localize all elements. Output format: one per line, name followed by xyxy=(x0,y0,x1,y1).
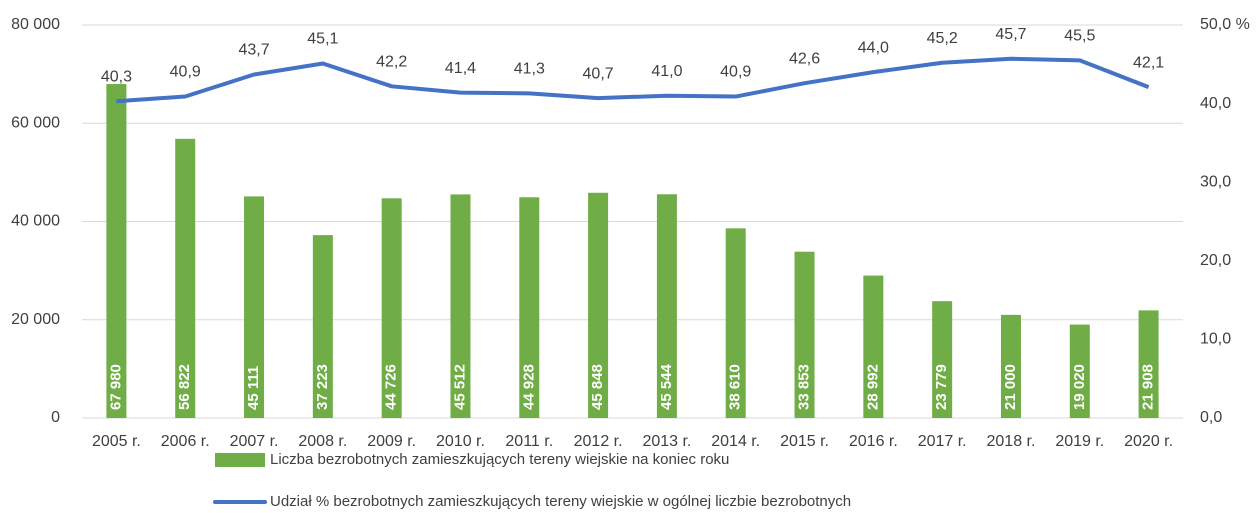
bar-value-label: 56 822 xyxy=(176,364,193,410)
bar xyxy=(588,192,609,418)
line-value-label: 40,7 xyxy=(583,65,614,82)
x-tick-label: 2009 r. xyxy=(367,433,416,450)
x-tick-label: 2006 r. xyxy=(161,433,210,450)
x-tick-label: 2011 r. xyxy=(505,433,553,450)
line-value-label: 41,4 xyxy=(445,60,476,77)
y2-tick-label: 40,0 xyxy=(1200,95,1231,112)
x-tick-label: 2010 r. xyxy=(436,433,485,450)
line-value-label: 40,9 xyxy=(720,64,751,81)
bar-value-label: 45 848 xyxy=(589,364,606,410)
line-value-label: 42,6 xyxy=(789,50,820,67)
y2-tick-label: 0,0 xyxy=(1200,409,1222,426)
bar xyxy=(932,301,953,418)
line-value-label: 44,0 xyxy=(858,39,889,56)
bar-value-label: 28 992 xyxy=(864,364,881,410)
x-tick-label: 2012 r. xyxy=(574,433,623,450)
line-value-label: 40,9 xyxy=(170,64,201,81)
x-tick-label: 2013 r. xyxy=(642,433,691,450)
bar-value-label: 23 779 xyxy=(933,364,950,410)
y2-tick-label: 30,0 xyxy=(1200,173,1231,190)
bar-value-label: 45 544 xyxy=(658,363,675,410)
bar xyxy=(244,196,265,418)
x-tick-label: 2019 r. xyxy=(1055,433,1104,450)
x-tick-label: 2007 r. xyxy=(230,433,279,450)
x-tick-label: 2008 r. xyxy=(298,433,347,450)
x-tick-label: 2014 r. xyxy=(711,433,760,450)
y-tick-label: 60 000 xyxy=(11,114,60,131)
legend-swatch xyxy=(215,453,265,467)
line-value-label: 41,0 xyxy=(651,63,682,80)
x-tick-label: 2017 r. xyxy=(918,433,967,450)
line-value-label: 43,7 xyxy=(238,42,269,59)
x-tick-label: 2020 r. xyxy=(1124,433,1173,450)
bar xyxy=(381,198,402,418)
bar xyxy=(519,197,540,418)
y2-tick-label: 10,0 xyxy=(1200,331,1231,348)
x-tick-label: 2018 r. xyxy=(987,433,1036,450)
y-tick-label: 40 000 xyxy=(11,213,60,230)
line-value-label: 45,7 xyxy=(995,26,1026,43)
bar xyxy=(312,235,333,418)
line-value-label: 42,1 xyxy=(1133,54,1164,71)
bar xyxy=(863,275,884,418)
bar-value-label: 19 020 xyxy=(1071,364,1088,410)
line-value-label: 42,2 xyxy=(376,54,407,71)
x-tick-label: 2005 r. xyxy=(92,433,141,450)
line-value-label: 40,3 xyxy=(101,68,132,85)
bar-value-label: 67 980 xyxy=(107,364,124,410)
bar-value-label: 44 726 xyxy=(383,364,400,410)
legend-label: Liczba bezrobotnych zamieszkujących tere… xyxy=(270,451,729,468)
bar-value-label: 21 908 xyxy=(1140,364,1157,410)
y2-tick-label: 50,0 % xyxy=(1200,16,1250,33)
legend-label: Udział % bezrobotnych zamieszkujących te… xyxy=(270,493,851,510)
bar xyxy=(1000,314,1021,418)
y-tick-label: 80 000 xyxy=(11,16,60,33)
bar xyxy=(175,138,196,418)
bar xyxy=(656,194,677,418)
y2-tick-label: 20,0 xyxy=(1200,252,1231,269)
line-value-label: 45,2 xyxy=(927,30,958,47)
bar xyxy=(725,228,746,418)
line-value-label: 45,5 xyxy=(1064,28,1095,45)
y-tick-label: 20 000 xyxy=(11,311,60,328)
bar-value-label: 38 610 xyxy=(727,364,744,410)
line xyxy=(116,56,1150,104)
bar-value-label: 21 000 xyxy=(1002,364,1019,410)
bar xyxy=(1138,310,1159,418)
x-tick-label: 2015 r. xyxy=(780,433,829,450)
x-tick-label: 2016 r. xyxy=(849,433,898,450)
line-value-label: 41,3 xyxy=(514,61,545,78)
bar-value-label: 33 853 xyxy=(796,364,813,410)
bar-value-label: 45 111 xyxy=(245,366,262,410)
bar xyxy=(450,194,471,418)
bar xyxy=(106,84,127,418)
bar xyxy=(1069,324,1090,418)
line-value-label: 45,1 xyxy=(307,31,338,48)
bar-value-label: 45 512 xyxy=(451,364,468,410)
bar-value-label: 44 928 xyxy=(520,364,537,410)
y-tick-label: 0 xyxy=(51,409,60,426)
bar-value-label: 37 223 xyxy=(314,364,331,410)
bar xyxy=(794,251,815,418)
